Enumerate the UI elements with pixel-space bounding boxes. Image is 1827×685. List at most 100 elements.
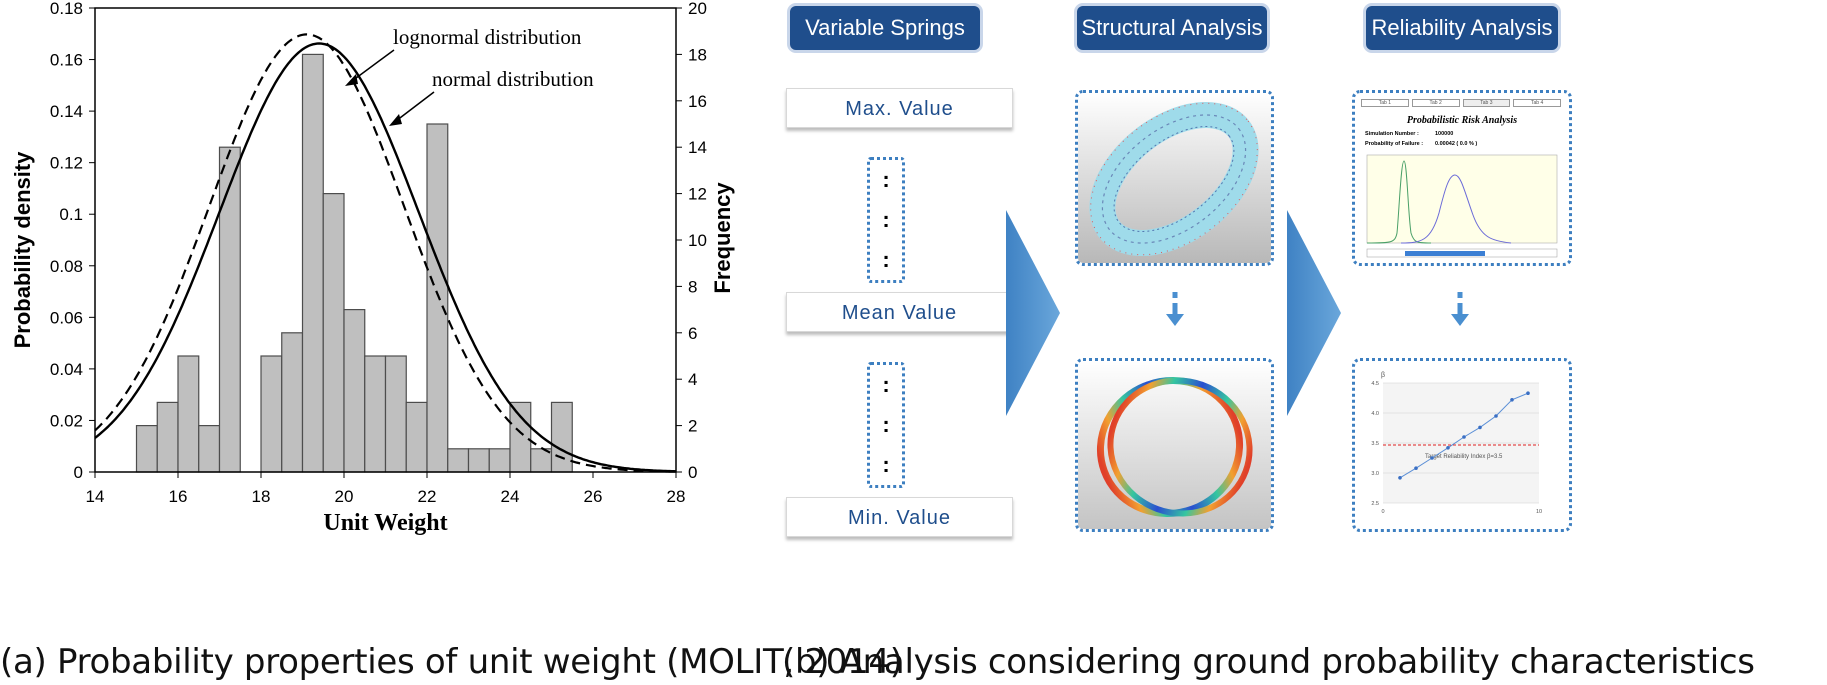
histogram-bar — [177, 355, 200, 473]
histogram-bar — [198, 425, 221, 473]
x-tick-label: 26 — [584, 487, 603, 506]
y2-tick-label: 18 — [688, 45, 707, 64]
y-tick-label: 0 — [74, 463, 83, 482]
ellipsis-dot: : — [882, 167, 890, 192]
beta-point — [1414, 466, 1418, 470]
target-label: Target Reliability Index β=3.5 — [1425, 454, 1503, 460]
down-arrow-reliability — [1451, 292, 1469, 326]
reliability-index-plot: Target Reliability Index β=3.5 β 4.5 4.0 3… — [1371, 372, 1542, 515]
ellipsis-dot: : — [882, 247, 890, 272]
risk-row-label: Probability of Failure : — [1365, 141, 1424, 147]
histogram-bar — [509, 401, 532, 473]
y2-tick-label: 8 — [688, 277, 697, 296]
beta-point — [1526, 391, 1530, 395]
y2-tick-label: 6 — [688, 324, 697, 343]
y-tick-label: 0.04 — [50, 360, 83, 379]
beta-y-tick: 4.0 — [1371, 411, 1379, 417]
beta-point — [1462, 435, 1466, 439]
y-tick-label: 0.14 — [50, 102, 83, 121]
mean-value-box: Mean Value — [786, 292, 1013, 332]
histogram-bar — [281, 332, 304, 473]
y2-axis-label: Frequency — [710, 182, 735, 294]
y2-tick-label: 2 — [688, 417, 697, 436]
ellipsis-box-lower: : : : — [867, 362, 905, 488]
x-tick-label: 28 — [667, 487, 686, 506]
histogram-bar — [384, 355, 407, 473]
caption-right: (b) Analysis considering ground probabil… — [782, 642, 1755, 682]
y-tick-label: 0.1 — [59, 205, 83, 224]
risk-row-value: 100000 — [1435, 131, 1454, 137]
ellipsis-dot: : — [882, 207, 890, 232]
risk-tab: Tab 2 — [1411, 99, 1460, 107]
risk-title: Probabilistic Risk Analysis — [1406, 115, 1518, 126]
histogram-bar — [426, 123, 449, 473]
histogram-bar — [550, 401, 573, 473]
y-tick-label: 0.16 — [50, 51, 83, 70]
histogram-bar — [135, 425, 158, 473]
histogram-bar — [156, 401, 179, 473]
x-tick-label: 24 — [501, 487, 520, 506]
lognormal-label: lognormal distribution — [393, 25, 582, 49]
beta-point — [1510, 398, 1514, 402]
y2-tick-label: 16 — [688, 92, 707, 111]
y-tick-label: 0.06 — [50, 308, 83, 327]
header-structural-analysis: Structural Analysis — [1077, 6, 1267, 50]
risk-row-label: Simulation Number : — [1365, 131, 1419, 137]
risk-analysis-panel: Tab 1 Tab 2 Tab 3 Tab 4 Probabilistic Ri… — [1352, 90, 1572, 266]
beta-y-tick: 3.5 — [1371, 441, 1379, 447]
beta-series — [1398, 391, 1530, 480]
histogram-bar — [364, 355, 387, 473]
flow-arrow-2 — [1287, 210, 1341, 416]
normal-label: normal distribution — [432, 67, 594, 91]
max-value-box: Max. Value — [786, 88, 1013, 128]
y2-tick-label: 10 — [688, 231, 707, 250]
risk-row-value: 0.00042 ( 0.0 % ) — [1435, 141, 1478, 147]
flow-arrow-1 — [1006, 210, 1060, 416]
risk-row: Probability of Failure : 0.00042 ( 0.0 %… — [1365, 141, 1477, 147]
risk-tab: Tab 3 — [1462, 99, 1511, 107]
histogram-bar — [322, 193, 345, 473]
beta-y-tick: 2.5 — [1371, 501, 1379, 507]
caption-left: (a) Probability properties of unit weigh… — [0, 642, 903, 682]
ellipsis-dot: : — [882, 372, 890, 397]
y-tick-label: 0.12 — [50, 154, 83, 173]
x-axis-label: Unit Weight — [323, 510, 447, 536]
beta-y-ticks: 4.5 4.0 3.5 3.0 2.5 — [1371, 381, 1379, 507]
y2-tick-label: 4 — [688, 370, 697, 389]
histogram-bar — [343, 309, 366, 473]
x-tick-label: 18 — [252, 487, 271, 506]
ellipsis-dot: : — [882, 412, 890, 437]
structural-model-panel — [1075, 90, 1274, 266]
down-arrow-structural — [1166, 292, 1184, 326]
y-tick-label: 0.02 — [50, 411, 83, 430]
beta-y-tick: 4.5 — [1371, 381, 1379, 387]
histogram-bar — [405, 401, 428, 473]
histogram-bar — [301, 53, 324, 473]
x-tick-label: 22 — [418, 487, 437, 506]
risk-row: Simulation Number : 100000 — [1365, 131, 1453, 137]
reliability-index-panel: Target Reliability Index β=3.5 β 4.5 4.0 3… — [1352, 358, 1572, 532]
distribution-curves — [94, 33, 677, 473]
lognormal-arrowhead — [345, 74, 358, 86]
header-reliability-analysis: Reliability Analysis — [1366, 6, 1558, 50]
histogram-bar — [447, 448, 470, 473]
risk-tabs: Tab 1 Tab 2 Tab 3 Tab 4 — [1361, 99, 1561, 107]
deformation-result-panel — [1075, 358, 1274, 532]
legend-annotations: lognormal distribution normal distributi… — [345, 25, 594, 126]
beta-x-tick: 0 — [1381, 509, 1384, 515]
beta-y-tick: 3.0 — [1371, 471, 1379, 477]
risk-tab: Tab 4 — [1513, 99, 1561, 107]
header-variable-springs: Variable Springs — [790, 6, 980, 50]
histogram-bar — [218, 146, 241, 473]
beta-point — [1478, 425, 1482, 430]
y-tick-label: 0.18 — [50, 0, 83, 18]
x-tick-label: 14 — [86, 487, 105, 506]
axis-ticks: 14 16 18 20 22 24 26 2800.020.040.060.080.10.12… — [50, 0, 707, 506]
y2-tick-label: 20 — [688, 0, 707, 18]
y2-tick-label: 14 — [688, 138, 707, 157]
histogram-bar — [467, 448, 490, 473]
unit-weight-chart: 14 16 18 20 22 24 26 2800.020.040.060.080.10.12… — [10, 0, 735, 536]
histogram-bars — [135, 53, 573, 473]
beta-point — [1398, 476, 1402, 480]
lognormal-curve — [94, 33, 677, 473]
